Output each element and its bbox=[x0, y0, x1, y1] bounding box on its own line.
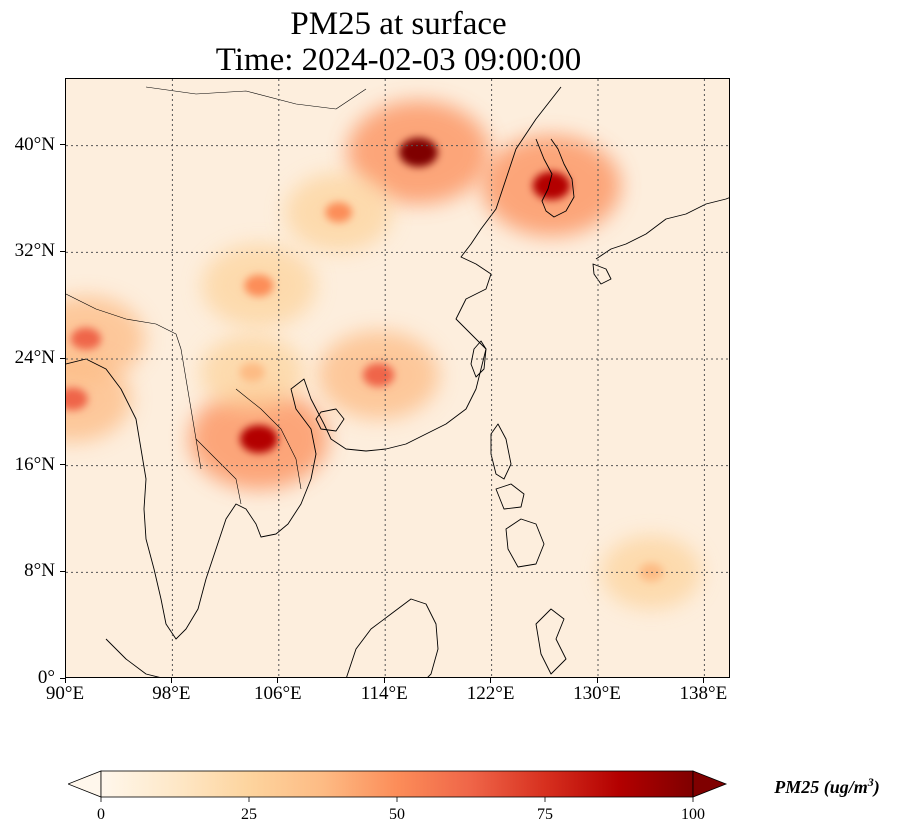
colorbar-tick-label: 50 bbox=[389, 806, 405, 823]
colorbar bbox=[68, 770, 728, 802]
latitude-tick-label: 0° bbox=[37, 667, 55, 688]
longitude-tick-label: 98°E bbox=[152, 683, 191, 704]
latitude-tick-mark bbox=[60, 464, 65, 466]
pm25-field bbox=[66, 100, 702, 610]
colorbar-title: PM25 (ug/m3) bbox=[774, 775, 880, 797]
map-title-line1: PM25 at surface bbox=[290, 6, 507, 42]
pm25-map bbox=[66, 79, 729, 677]
latitude-tick-label: 8°N bbox=[24, 560, 55, 582]
colorbar-min-extend bbox=[68, 770, 102, 798]
border-china-india bbox=[66, 293, 182, 350]
pm25-hotspot-halo bbox=[66, 356, 132, 442]
coastline-taiwan bbox=[470, 340, 487, 378]
pm25-hotspot-core bbox=[239, 362, 265, 382]
pm25-hotspot-core bbox=[66, 387, 88, 411]
latitude-tick-label: 16°N bbox=[14, 453, 55, 475]
coastline-borneo bbox=[346, 598, 439, 677]
coastline-luzon bbox=[490, 423, 512, 480]
border-laos-vietnam bbox=[235, 388, 302, 490]
coastlines bbox=[66, 86, 729, 677]
colorbar-ticks bbox=[100, 797, 694, 802]
map-panel bbox=[65, 78, 730, 678]
coastline-sumatra bbox=[105, 638, 160, 677]
latitude-tick-mark bbox=[60, 677, 65, 679]
longitude-tick-mark bbox=[702, 678, 704, 683]
longitude-tick-mark bbox=[596, 678, 598, 683]
coastline-japan-kyushu bbox=[592, 263, 612, 285]
coastline-indochina bbox=[66, 358, 325, 640]
pm25-hotspot-core bbox=[240, 424, 278, 454]
latitude-tick-mark bbox=[60, 144, 65, 146]
coastline-china bbox=[323, 86, 562, 452]
coastline-visayas bbox=[495, 483, 525, 510]
longitude-tick-mark bbox=[64, 678, 66, 683]
longitude-tick-mark bbox=[490, 678, 492, 683]
latitude-tick-label: 40°N bbox=[14, 133, 55, 155]
colorbar-tick-label: 100 bbox=[681, 806, 705, 823]
pm25-hotspot-core bbox=[244, 274, 274, 297]
map-title-line2: Time: 2024-02-03 09:00:00 bbox=[215, 42, 582, 78]
colorbar-tick-label: 0 bbox=[97, 806, 105, 823]
longitude-tick-label: 130°E bbox=[573, 683, 621, 704]
longitude-tick-mark bbox=[277, 678, 279, 683]
longitude-tick-mark bbox=[170, 678, 172, 683]
colorbar-body bbox=[100, 770, 694, 798]
colorbar-max-extend bbox=[692, 770, 728, 798]
coastline-japan-honshu bbox=[595, 197, 729, 260]
longitude-tick-label: 114°E bbox=[360, 683, 408, 704]
border-thailand bbox=[195, 438, 242, 505]
longitude-tick-label: 138°E bbox=[679, 683, 728, 704]
colorbar-tick-label: 25 bbox=[241, 806, 257, 823]
gridlines bbox=[66, 79, 729, 677]
coastline-hainan bbox=[315, 408, 345, 432]
longitude-tick-label: 90°E bbox=[45, 683, 85, 704]
longitude-tick-label: 106°E bbox=[253, 683, 302, 704]
latitude-tick-label: 24°N bbox=[14, 347, 55, 368]
latitude-tick-mark bbox=[60, 570, 65, 572]
pm25-hotspot-core bbox=[532, 171, 571, 200]
longitude-tick-mark bbox=[383, 678, 385, 683]
latitude-tick-mark bbox=[60, 250, 65, 252]
pm25-hotspot-core bbox=[70, 327, 102, 351]
border-myanmar bbox=[180, 348, 202, 470]
colorbar-tick-label: 75 bbox=[537, 806, 553, 823]
coastline-mindanao bbox=[505, 518, 545, 568]
coastline-korea bbox=[535, 138, 575, 218]
latitude-tick-label: 32°N bbox=[14, 240, 55, 262]
pm25-hotspot-core bbox=[399, 137, 438, 167]
pm25-hotspot-core bbox=[325, 202, 353, 223]
latitude-tick-mark bbox=[60, 357, 65, 359]
coastline-sulawesi bbox=[535, 608, 567, 675]
border-mongolia bbox=[145, 86, 367, 110]
pm25-hotspot-core bbox=[362, 363, 395, 387]
longitude-tick-label: 122°E bbox=[466, 683, 515, 704]
